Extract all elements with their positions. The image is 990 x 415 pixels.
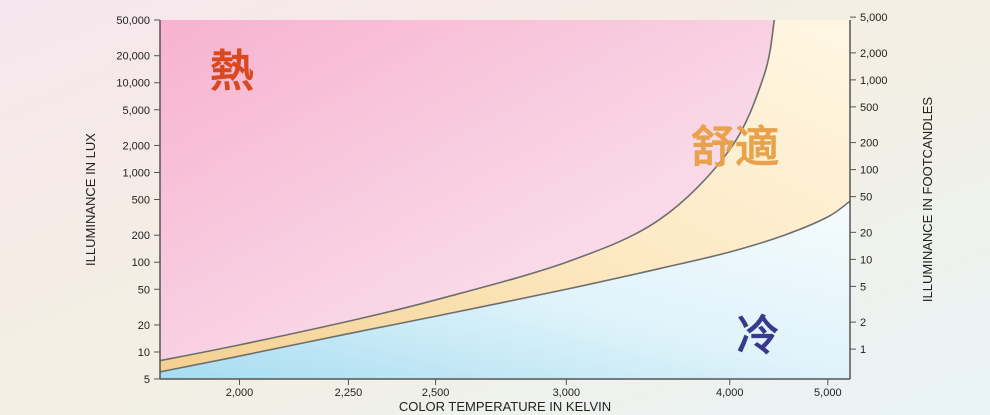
y-right-tick-label: 1 [860,344,866,356]
y-left-tick-label: 50,000 [116,15,150,27]
y-left-tick-label: 100 [132,257,150,269]
y-right-tick-label: 10 [860,254,872,266]
x-tick-label: 3,000 [553,387,581,399]
x-axis-title: COLOR TEMPERATURE IN KELVIN [399,399,611,414]
zone-hot-label: 熱 [210,46,254,97]
x-tick-label: 2,250 [335,387,363,399]
x-tick-label: 2,500 [422,387,450,399]
y-right-tick-label: 5 [860,281,866,293]
x-tick-label: 5,000 [814,387,842,399]
y-right-tick-label: 2 [860,317,866,329]
y-left-tick-label: 10,000 [116,78,150,90]
y-right-tick-label: 1,000 [860,75,888,87]
y-left-tick-label: 1,000 [122,167,150,179]
y-left-tick-label: 50 [138,284,150,296]
y-left-axis-title: ILLUMINANCE IN LUX [83,133,98,266]
y-right-tick-label: 200 [860,138,878,150]
y-left-tick-label: 2,000 [122,140,150,152]
zone-cool-label: 冷 [737,311,779,360]
y-left-tick-label: 20 [138,320,150,332]
zone-comfortable-label: 舒適 [691,122,779,173]
y-left-tick-label: 500 [132,195,150,207]
y-left-tick-label: 20,000 [116,51,150,63]
x-tick-label: 4,000 [716,387,744,399]
y-left-tick-label: 200 [132,230,150,242]
y-right-tick-label: 2,000 [860,48,888,60]
y-right-axis-title: ILLUMINANCE IN FOOTCANDLES [920,97,935,302]
y-right-tick-label: 100 [860,165,878,177]
y-right-tick-label: 50 [860,192,872,204]
x-tick-label: 2,000 [226,387,254,399]
y-left-tick-label: 5,000 [122,105,150,117]
y-right-tick-label: 20 [860,227,872,239]
y-right-tick-label: 500 [860,102,878,114]
y-right-tick-label: 5,000 [860,12,888,24]
y-left-tick-label: 5 [144,374,150,386]
y-left-tick-label: 10 [138,347,150,359]
